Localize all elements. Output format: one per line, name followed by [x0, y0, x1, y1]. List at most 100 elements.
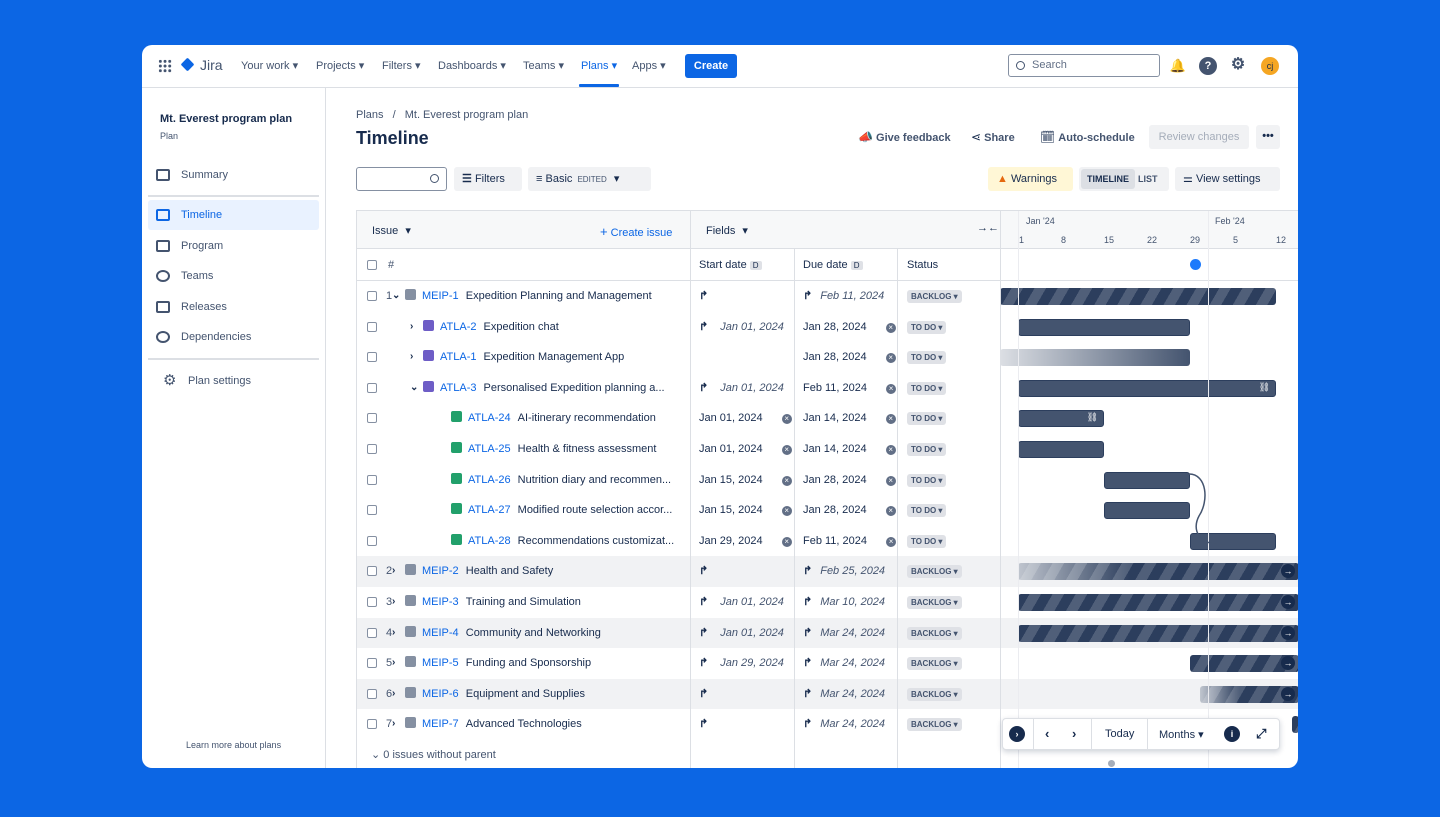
- timeline-bar[interactable]: ⛓: [1018, 410, 1104, 428]
- nav-projects[interactable]: Projects ▾: [316, 60, 365, 72]
- timeline-bar[interactable]: [1018, 441, 1104, 458]
- start-date-cell[interactable]: ↱ Jan 01, 2024: [699, 373, 793, 404]
- table-row[interactable]: › ATLA-1 Expedition Management App Jan 28,…: [357, 342, 1298, 373]
- view-settings-button[interactable]: ⚌ View settings: [1175, 167, 1280, 191]
- issue-summary[interactable]: Equipment and Supplies: [465, 687, 585, 700]
- today-button[interactable]: Today: [1105, 728, 1135, 740]
- warnings-button[interactable]: ▲ Warnings: [988, 167, 1073, 191]
- due-date-value[interactable]: Jan 28, 2024: [803, 473, 867, 486]
- row-checkbox[interactable]: [367, 688, 377, 699]
- jira-logo-icon[interactable]: [180, 57, 195, 72]
- clear-icon[interactable]: ×: [781, 445, 792, 455]
- chevron-down-icon[interactable]: ⌄: [410, 381, 419, 393]
- start-date-value[interactable]: Jan 01, 2024: [720, 381, 784, 394]
- due-date-value[interactable]: Feb 11, 2024: [803, 381, 868, 394]
- status-lozenge[interactable]: BACKLOG ▾: [907, 290, 962, 303]
- sidebar-item-releases[interactable]: Releases: [148, 292, 319, 322]
- arrow-right-icon[interactable]: →: [1281, 564, 1295, 579]
- timeline-bar[interactable]: [1104, 471, 1190, 489]
- issue-summary[interactable]: Training and Simulation: [465, 596, 581, 608]
- issue-summary[interactable]: Recommendations customizat...: [517, 534, 675, 547]
- due-date-value[interactable]: Jan 14, 2024: [803, 412, 867, 425]
- status-lozenge[interactable]: TO DO ▾: [907, 412, 947, 426]
- issue-key[interactable]: MEIP-4: [422, 626, 459, 639]
- status-lozenge[interactable]: BACKLOG ▾: [907, 687, 962, 701]
- search-input[interactable]: Search: [1008, 54, 1160, 77]
- due-date-value[interactable]: Feb 25, 2024: [820, 565, 886, 578]
- chevron-right-icon[interactable]: ›: [410, 351, 414, 363]
- review-changes-button[interactable]: Review changes: [1149, 125, 1249, 149]
- give-feedback-button[interactable]: 📣 Give feedback: [858, 130, 951, 144]
- timeline-bar[interactable]: →: [1190, 655, 1298, 673]
- due-date-cell[interactable]: Jan 28, 2024 ×: [803, 465, 897, 496]
- clear-icon[interactable]: ×: [886, 383, 897, 394]
- start-date-value[interactable]: Jan 01, 2024: [720, 626, 784, 639]
- arrow-right-icon[interactable]: →: [1281, 625, 1295, 640]
- timeline-mode-tab[interactable]: TIMELINE: [1081, 169, 1135, 189]
- row-checkbox[interactable]: [367, 658, 377, 669]
- issue-key[interactable]: ATLA-28: [468, 534, 511, 547]
- issue-summary[interactable]: Expedition Management App: [483, 351, 625, 364]
- issue-key[interactable]: ATLA-27: [468, 504, 511, 517]
- fields-column-dropdown[interactable]: Fields ▾: [706, 224, 748, 237]
- clear-icon[interactable]: ×: [885, 322, 896, 333]
- breadcrumb-current[interactable]: Mt. Everest program plan: [404, 109, 529, 121]
- table-row[interactable]: 5 › MEIP-5 Funding and Sponsorship ↱ Jan 29,…: [357, 648, 1298, 679]
- chevron-right-icon[interactable]: ›: [1072, 726, 1077, 741]
- row-checkbox[interactable]: [367, 321, 377, 332]
- row-checkbox[interactable]: [367, 719, 377, 730]
- create-button[interactable]: Create: [685, 54, 737, 78]
- arrow-right-icon[interactable]: →: [1281, 686, 1295, 701]
- status-lozenge[interactable]: TO DO ▾: [907, 534, 947, 548]
- due-date-cell[interactable]: ↱ Feb 25, 2024: [803, 556, 897, 587]
- app-switcher-icon[interactable]: [158, 59, 172, 73]
- share-button[interactable]: ⋖ Share: [971, 130, 1015, 144]
- table-row[interactable]: ATLA-26 Nutrition diary and recommen... J…: [357, 465, 1298, 496]
- start-date-cell[interactable]: Jan 15, 2024 ×: [699, 465, 793, 496]
- sidebar-item-summary[interactable]: Summary: [148, 160, 319, 190]
- issue-key[interactable]: MEIP-2: [422, 565, 459, 578]
- due-date-value[interactable]: Mar 24, 2024: [820, 687, 886, 700]
- due-date-cell[interactable]: ↱ Mar 24, 2024: [803, 679, 897, 710]
- nav-dashboards[interactable]: Dashboards ▾: [438, 60, 506, 72]
- status-lozenge[interactable]: TO DO ▾: [907, 320, 947, 334]
- due-date-cell[interactable]: Feb 11, 2024 ×: [803, 526, 897, 557]
- issue-summary[interactable]: Funding and Sponsorship: [465, 657, 592, 670]
- issue-key[interactable]: ATLA-24: [468, 412, 511, 425]
- table-row[interactable]: 1 ⌄ MEIP-1 Expedition Planning and Managem…: [357, 281, 1298, 312]
- due-date-value[interactable]: Jan 14, 2024: [803, 443, 867, 455]
- status-cell[interactable]: BACKLOG ▾: [907, 679, 962, 710]
- start-date-value[interactable]: Jan 01, 2024: [699, 412, 763, 425]
- nav-filters[interactable]: Filters ▾: [382, 60, 421, 72]
- timeline-bar[interactable]: →: [1018, 563, 1298, 581]
- issue-summary[interactable]: Expedition chat: [483, 320, 559, 333]
- issue-summary[interactable]: Expedition Planning and Management: [465, 290, 652, 302]
- table-row[interactable]: 2 › MEIP-2 Health and Safety ↱ ↱ Feb 25, 2024…: [357, 556, 1298, 587]
- due-date-cell[interactable]: Jan 14, 2024 ×: [803, 403, 897, 434]
- status-lozenge[interactable]: BACKLOG ▾: [907, 596, 962, 609]
- status-cell[interactable]: BACKLOG ▾: [907, 281, 962, 312]
- sidebar-item-teams[interactable]: Teams: [148, 261, 319, 291]
- due-date-value[interactable]: Mar 10, 2024: [820, 596, 886, 608]
- start-date-cell[interactable]: ↱: [699, 679, 793, 710]
- row-checkbox[interactable]: [367, 413, 377, 424]
- issue-key[interactable]: MEIP-7: [422, 718, 459, 731]
- create-issue-button[interactable]: + Create issue: [600, 224, 672, 239]
- status-cell[interactable]: TO DO ▾: [907, 373, 947, 404]
- clear-icon[interactable]: ×: [885, 475, 896, 486]
- start-date-cell[interactable]: ↱ Jan 01, 2024: [699, 618, 793, 649]
- notifications-icon[interactable]: 🔔: [1169, 58, 1187, 73]
- start-date-cell[interactable]: ↱ Jan 29, 2024: [699, 648, 793, 679]
- timeline-bar[interactable]: ⛓: [1018, 379, 1276, 397]
- status-cell[interactable]: TO DO ▾: [907, 526, 947, 557]
- issue-key[interactable]: MEIP-3: [422, 596, 459, 608]
- issue-summary[interactable]: Nutrition diary and recommen...: [517, 473, 672, 486]
- table-row[interactable]: 3 › MEIP-3 Training and Simulation ↱ Jan 01,…: [357, 587, 1298, 618]
- due-date-value[interactable]: Mar 24, 2024: [820, 657, 886, 670]
- status-cell[interactable]: BACKLOG ▾: [907, 618, 962, 649]
- row-checkbox[interactable]: [367, 382, 377, 393]
- timeline-bar[interactable]: [1018, 318, 1190, 336]
- due-date-cell[interactable]: Jan 28, 2024 ×: [803, 312, 897, 343]
- status-cell[interactable]: TO DO ▾: [907, 465, 947, 496]
- issue-key[interactable]: ATLA-3: [440, 381, 477, 394]
